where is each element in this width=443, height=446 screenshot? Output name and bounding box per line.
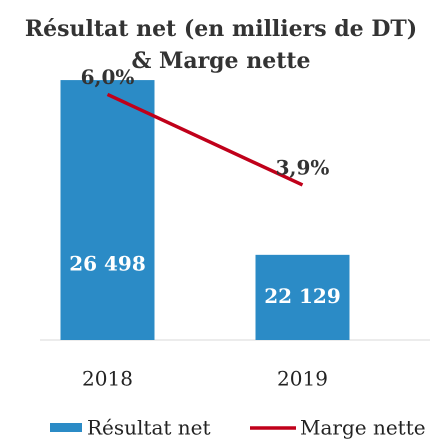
line-value-label: 6,0%	[81, 65, 135, 89]
legend-swatch	[50, 423, 82, 432]
line-value-label: 3,9%	[276, 155, 330, 179]
bar	[255, 254, 350, 340]
x-tick-label: 2019	[277, 367, 328, 391]
bar-value-label: 26 498	[69, 252, 146, 276]
x-tick-label: 2018	[82, 367, 133, 391]
legend-label: Résultat net	[87, 416, 211, 440]
bar-value-label: 22 129	[264, 284, 341, 308]
legend-label: Marge nette	[300, 416, 426, 440]
chart-title: & Marge nette	[131, 48, 310, 74]
line	[106, 92, 304, 187]
bar	[60, 80, 155, 340]
chart-title: Résultat net (en milliers de DT)	[25, 16, 417, 42]
